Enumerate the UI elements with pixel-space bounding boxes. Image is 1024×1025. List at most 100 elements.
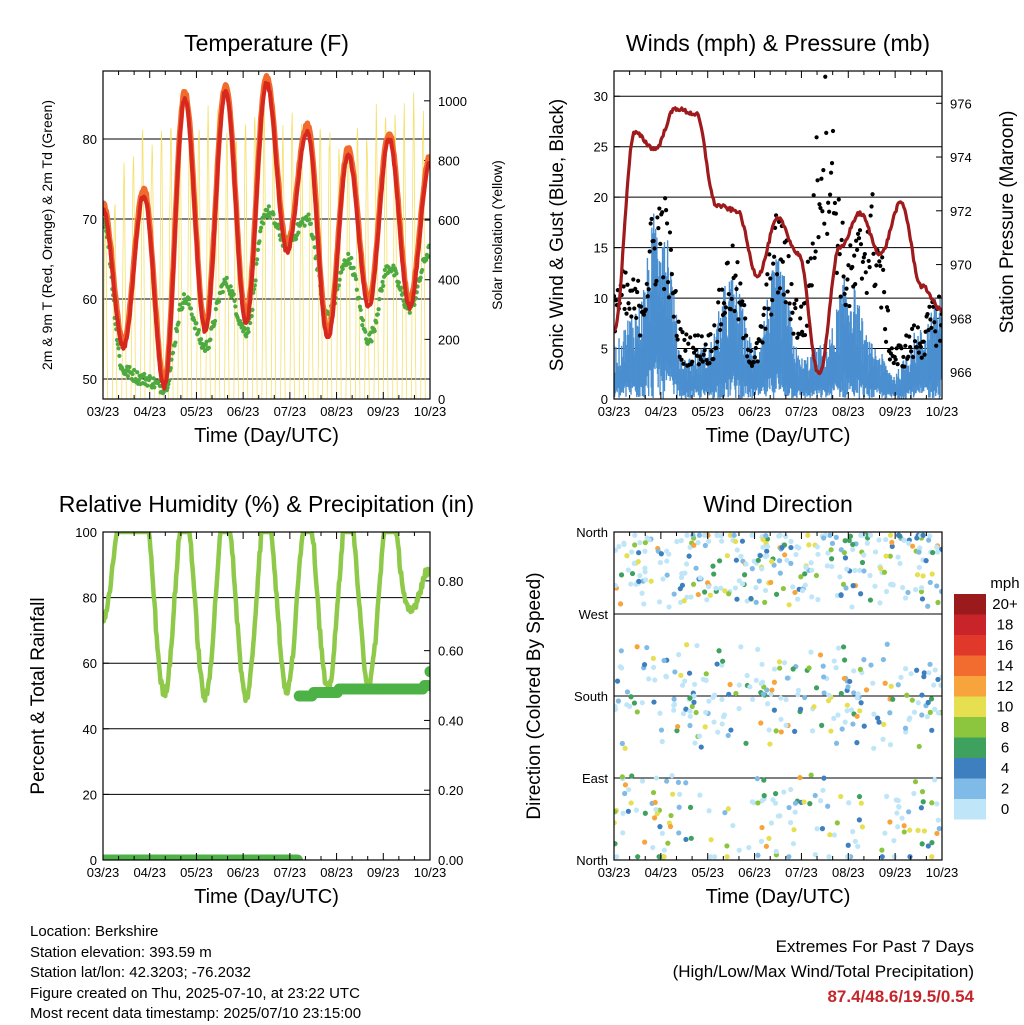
gust-point xyxy=(703,342,708,347)
gust-point xyxy=(655,215,660,220)
dewpoint-point xyxy=(231,292,236,297)
wind-direction-point xyxy=(876,719,882,725)
wind-direction-point xyxy=(714,661,720,667)
wind-direction-point xyxy=(692,740,698,746)
right-tick-label: 0.00 xyxy=(438,853,463,868)
wind-direction-point xyxy=(714,532,720,538)
wind-direction-point xyxy=(684,532,690,538)
gust-point xyxy=(736,317,741,322)
wind-direction-point xyxy=(884,793,890,799)
wind-direction-point xyxy=(850,546,856,553)
wind-direction-point xyxy=(771,707,777,713)
winds-frame xyxy=(613,70,943,400)
dewpoint-point xyxy=(180,305,185,310)
wind-direction-point xyxy=(663,674,670,680)
left-tick-label: 0 xyxy=(90,853,97,868)
x-tick-label: 04/23 xyxy=(645,865,678,880)
dewpoint-point xyxy=(377,297,382,302)
wind-direction-point xyxy=(727,532,733,538)
colorbar-label: 16 xyxy=(997,637,1014,654)
gust-point xyxy=(866,258,871,264)
wind-direction-point xyxy=(802,582,808,588)
gust-point xyxy=(795,335,800,340)
wind-direction-point xyxy=(744,672,750,679)
x-tick-label: 07/23 xyxy=(785,865,818,880)
gust-point xyxy=(845,277,850,282)
wind-direction-point xyxy=(682,678,688,684)
gust-point xyxy=(754,341,759,346)
wind-direction-point xyxy=(845,684,851,690)
gust-point xyxy=(759,324,764,329)
wind-direction-point xyxy=(877,600,883,606)
wind-direction-point xyxy=(769,687,775,693)
dewpoint-point xyxy=(148,375,153,381)
wind-direction-point xyxy=(738,644,744,650)
wind-direction-point xyxy=(851,668,857,674)
gust-point xyxy=(722,310,728,315)
gust-point xyxy=(848,243,853,248)
wind-direction-point xyxy=(639,700,645,706)
gust-point xyxy=(805,259,811,264)
wind-direction-point xyxy=(710,563,716,569)
gust-point xyxy=(691,345,696,350)
wind-direction-point xyxy=(871,745,877,751)
wind-direction-point xyxy=(856,817,862,823)
wind-direction-point xyxy=(753,584,759,591)
gust-point xyxy=(813,249,818,254)
wind-direction-point xyxy=(703,671,709,677)
wind-direction-point xyxy=(634,644,640,650)
wind-direction-point xyxy=(751,558,757,564)
wind-direction-point xyxy=(711,719,717,725)
colorbar-label: 14 xyxy=(997,658,1014,675)
gust-point xyxy=(794,297,799,303)
wind-direction-point xyxy=(851,690,857,696)
gust-point xyxy=(887,357,893,362)
wind-direction-point xyxy=(795,687,802,693)
gust-point xyxy=(729,296,734,302)
wind-direction-point xyxy=(633,807,640,813)
dewpoint-point xyxy=(244,334,249,339)
gust-point xyxy=(781,292,786,297)
wind-direction-point xyxy=(837,574,843,580)
wind-direction-point xyxy=(826,692,832,698)
wind-direction-point xyxy=(715,729,721,735)
colorbar-label: 12 xyxy=(997,678,1014,695)
direction-panel: Wind DirectionNorthWestSouthEastNorth03/… xyxy=(524,491,1020,908)
gust-point xyxy=(718,322,724,327)
gust-point xyxy=(802,332,808,338)
wind-direction-point xyxy=(890,696,896,702)
gust-point xyxy=(734,286,739,292)
wind-direction-point xyxy=(927,709,933,715)
wind-direction-point xyxy=(918,805,924,811)
dewpoint-point xyxy=(265,208,270,213)
wind-direction-point xyxy=(799,587,806,594)
dewpoint-point xyxy=(312,245,317,250)
dewpoint-point xyxy=(407,310,412,315)
wind-direction-point xyxy=(755,800,761,806)
gust-point xyxy=(765,272,770,277)
gust-point xyxy=(776,219,782,224)
dewpoint-point xyxy=(360,323,365,328)
station-elevation: Station elevation: 393.59 m xyxy=(30,943,212,961)
wind-direction-point xyxy=(724,843,730,849)
gust-point xyxy=(841,274,846,279)
wind-direction-point xyxy=(716,648,722,654)
gust-point xyxy=(674,333,679,338)
wind-direction-point xyxy=(905,589,911,596)
gust-point xyxy=(664,221,670,226)
wind-direction-point xyxy=(806,665,812,671)
wind-direction-point xyxy=(820,787,826,793)
wind-direction-point xyxy=(759,824,765,831)
right-tick-label: 0.40 xyxy=(438,713,463,728)
wind-direction-point xyxy=(906,716,912,723)
wind-direction-point xyxy=(932,777,938,783)
dewpoint-point xyxy=(396,280,401,285)
wind-direction-point xyxy=(924,714,930,720)
wind-direction-point xyxy=(732,585,739,591)
wind-direction-point xyxy=(861,723,867,729)
wind-direction-point xyxy=(792,728,798,734)
wind-direction-point xyxy=(883,588,890,595)
colorbar-swatch xyxy=(954,737,986,758)
wind-direction-point xyxy=(632,532,638,538)
